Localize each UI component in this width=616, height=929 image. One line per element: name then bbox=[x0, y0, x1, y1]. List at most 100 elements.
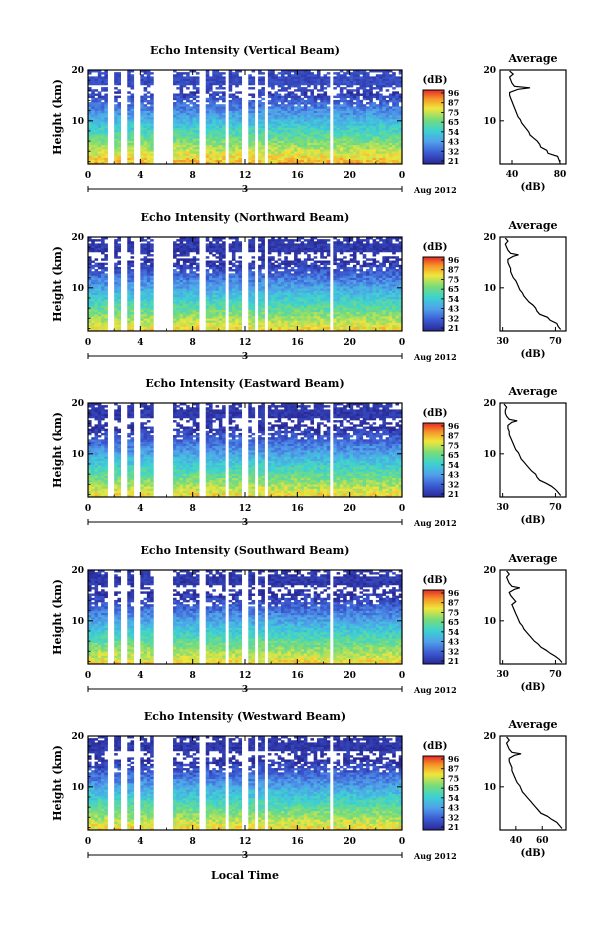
heatmap-cell bbox=[218, 112, 223, 116]
heatmap-cell bbox=[379, 74, 383, 77]
heatmap-cell bbox=[248, 324, 252, 328]
heatmap-cell bbox=[352, 82, 357, 86]
heatmap-cell bbox=[127, 322, 131, 325]
heatmap-cell bbox=[258, 324, 262, 328]
heatmap-cell bbox=[294, 288, 298, 291]
heatmap-cell bbox=[382, 157, 386, 161]
heatmap-cell bbox=[101, 121, 105, 124]
heatmap-cell bbox=[320, 76, 324, 79]
heatmap-cell bbox=[130, 78, 135, 81]
heatmap-cell bbox=[388, 136, 393, 139]
heatmap-cell bbox=[271, 296, 275, 300]
heatmap-cell bbox=[313, 140, 318, 143]
heatmap-cell bbox=[290, 328, 295, 332]
heatmap-cell bbox=[297, 112, 301, 116]
heatmap-cell bbox=[248, 301, 252, 304]
heatmap-cell bbox=[343, 134, 347, 137]
heatmap-cell bbox=[150, 247, 154, 251]
heatmap-cell bbox=[176, 99, 180, 103]
heatmap-cell bbox=[300, 114, 305, 118]
heatmap-cell bbox=[189, 129, 193, 133]
heatmap-cell bbox=[231, 127, 236, 131]
heatmap-cell bbox=[284, 155, 288, 158]
heatmap-cell bbox=[117, 144, 122, 148]
heatmap-cell bbox=[215, 303, 220, 306]
heatmap-cell bbox=[333, 153, 337, 156]
heatmap-cell bbox=[284, 93, 288, 96]
heatmap-cell bbox=[235, 281, 239, 285]
heatmap-cell bbox=[143, 326, 148, 330]
heatmap-cell bbox=[261, 294, 265, 298]
heatmap-cell bbox=[114, 95, 118, 99]
heatmap-cell bbox=[375, 155, 380, 158]
heatmap-cells bbox=[88, 237, 403, 332]
heatmap-cell bbox=[192, 324, 197, 328]
heatmap-cell bbox=[212, 298, 216, 302]
heatmap-cell bbox=[277, 93, 282, 96]
heatmap-cell bbox=[359, 157, 364, 161]
heatmap-cell bbox=[218, 146, 223, 150]
heatmap-cell bbox=[173, 303, 177, 306]
heatmap-cell bbox=[277, 254, 282, 257]
heatmap-cell bbox=[114, 316, 118, 319]
heatmap-cell bbox=[395, 93, 400, 96]
heatmap-cell bbox=[303, 125, 308, 128]
heatmap-cell bbox=[143, 288, 148, 291]
heatmap-cell bbox=[375, 97, 380, 101]
heatmap-cell bbox=[300, 70, 305, 73]
heatmap-cell bbox=[215, 326, 220, 330]
heatmap-cell bbox=[88, 275, 92, 278]
heatmap-cell bbox=[362, 82, 367, 86]
heatmap-cell bbox=[117, 80, 122, 84]
heatmap-cell bbox=[192, 243, 197, 246]
heatmap-cell bbox=[228, 87, 233, 90]
heatmap-cell bbox=[277, 313, 282, 317]
heatmap-cell bbox=[372, 140, 377, 143]
heatmap-cell bbox=[143, 144, 148, 148]
heatmap-cell bbox=[316, 138, 321, 141]
heatmap-cell bbox=[215, 70, 220, 73]
heatmap-cell bbox=[297, 239, 301, 242]
heatmap-cell bbox=[385, 153, 390, 156]
heatmap-cell bbox=[310, 93, 314, 96]
heatmap-cell bbox=[189, 271, 193, 274]
heatmap-cell bbox=[274, 106, 279, 109]
heatmap-cell bbox=[274, 114, 279, 118]
heatmap-cell bbox=[336, 144, 341, 148]
heatmap-cell bbox=[392, 140, 396, 143]
heatmap-cell bbox=[369, 95, 373, 99]
heatmap-cell bbox=[267, 247, 272, 251]
heatmap-cell bbox=[176, 284, 180, 287]
heatmap-cell bbox=[290, 318, 295, 321]
heatmap-cell bbox=[179, 322, 184, 325]
heatmap-cell bbox=[215, 301, 220, 304]
heatmap-cell bbox=[290, 102, 295, 105]
heatmap-cell bbox=[313, 125, 318, 128]
heatmap-cell bbox=[104, 254, 108, 257]
heatmap-cell bbox=[316, 78, 321, 81]
heatmap-cell bbox=[362, 153, 367, 156]
heatmap-cell bbox=[372, 157, 377, 161]
heatmap-cell bbox=[215, 159, 220, 163]
heatmap-cell bbox=[88, 313, 92, 317]
heatmap-cell bbox=[104, 326, 108, 330]
heatmap-cell bbox=[362, 140, 367, 143]
heatmap-cell bbox=[209, 123, 213, 126]
x-tick-label: 4 bbox=[137, 171, 143, 181]
heatmap-cell bbox=[104, 80, 108, 84]
heatmap-cell bbox=[307, 121, 311, 124]
heatmap-cell bbox=[323, 74, 328, 77]
heatmap-cell bbox=[182, 326, 187, 330]
heatmap-cell bbox=[271, 95, 275, 99]
heatmap-cell bbox=[258, 237, 262, 240]
heatmap-cell bbox=[212, 294, 216, 298]
heatmap-cell bbox=[271, 131, 275, 135]
heatmap-cell bbox=[300, 91, 305, 94]
heatmap-cell bbox=[284, 95, 288, 99]
heatmap-cell bbox=[303, 294, 308, 298]
heatmap-cell bbox=[297, 82, 301, 86]
heatmap-cell bbox=[218, 284, 223, 287]
heatmap-cell bbox=[280, 281, 285, 285]
heatmap-cell bbox=[212, 269, 216, 272]
heatmap-cell bbox=[179, 269, 184, 272]
